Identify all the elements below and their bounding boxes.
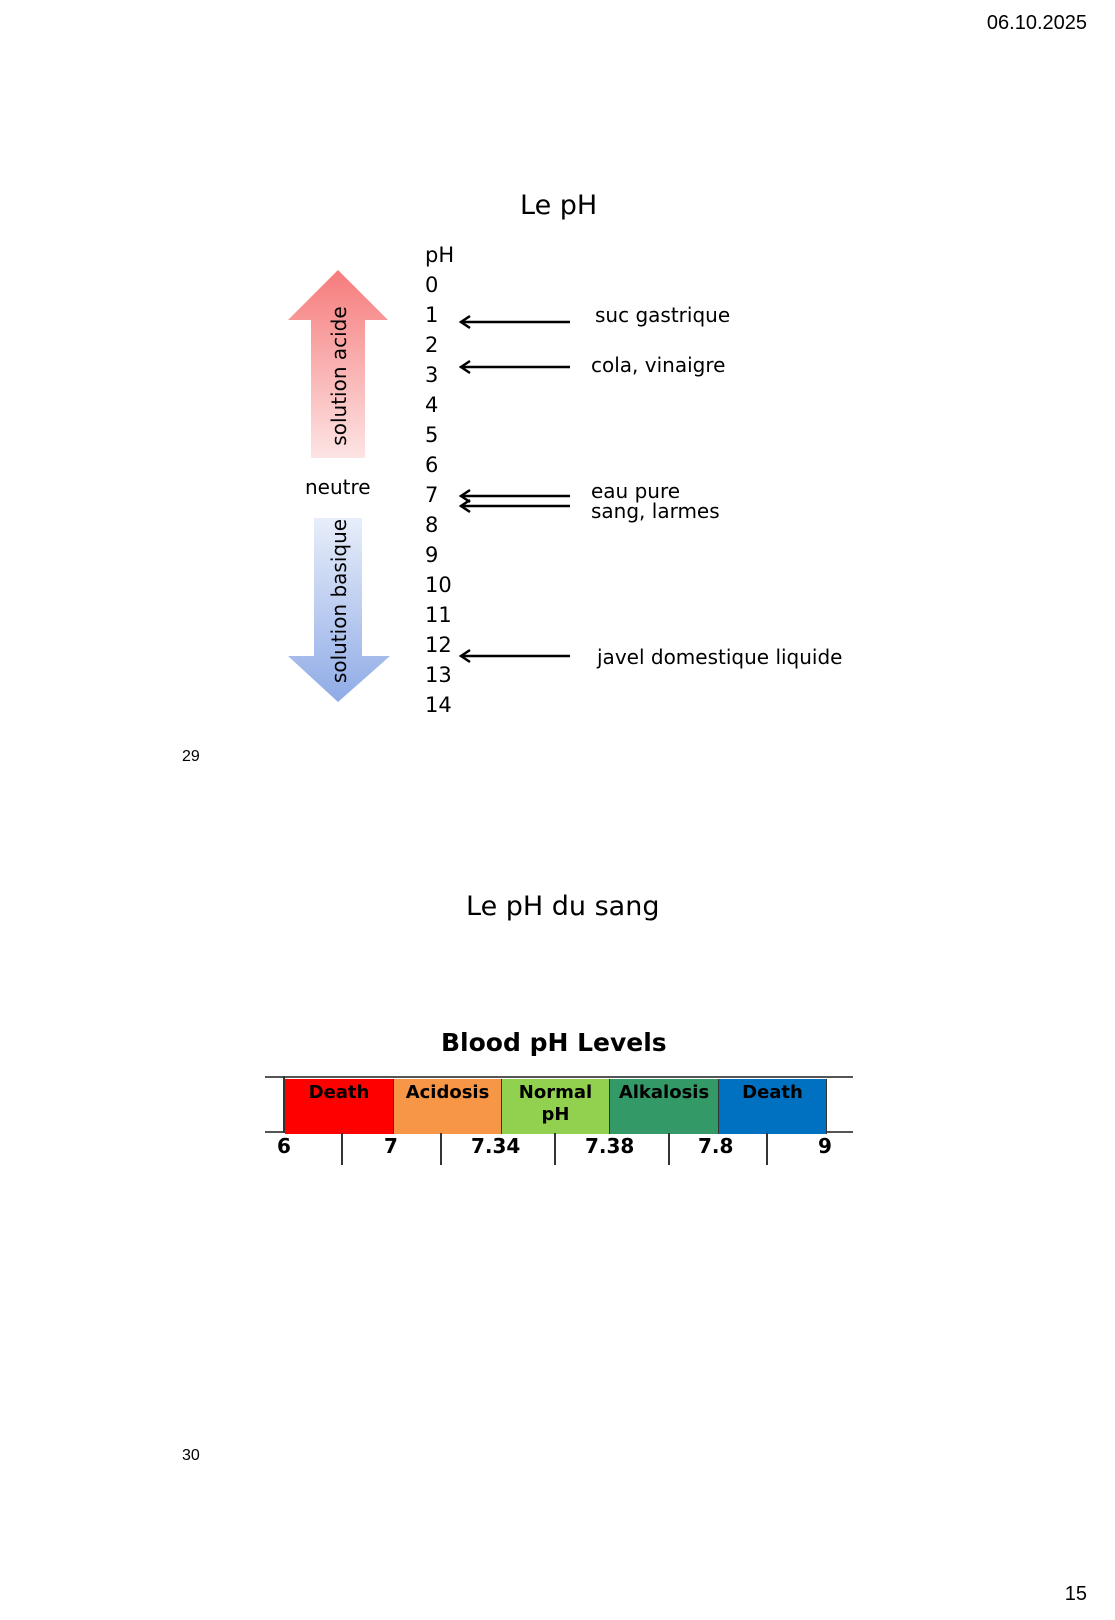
ph-value: 14 — [425, 693, 452, 717]
chart-left-edge — [283, 1076, 285, 1133]
base-arrow-icon — [288, 518, 390, 702]
tick-mark — [341, 1133, 343, 1165]
ph-value: 13 — [425, 663, 452, 687]
tick-mark — [440, 1133, 442, 1165]
ph-value: 2 — [425, 333, 439, 357]
slide-title: Le pH — [520, 190, 598, 221]
annotation-cola-vinaigre: cola, vinaigre — [591, 353, 726, 377]
tick-label: 9 — [818, 1134, 832, 1158]
ph-value: 10 — [425, 573, 452, 597]
pointer-arrows — [458, 314, 570, 664]
tick-label: 7 — [384, 1134, 398, 1158]
arrow-left-icon — [458, 488, 570, 504]
tick-mark — [766, 1133, 768, 1165]
band-alkalosis: Alkalosis — [610, 1079, 719, 1134]
tick-label: 7.34 — [471, 1134, 521, 1158]
annotation-eau-pure: eau pure — [591, 479, 681, 503]
tick-label: 7.38 — [585, 1134, 635, 1158]
slide-title: Le pH du sang — [466, 891, 660, 922]
ph-value: 11 — [425, 603, 452, 627]
arrow-left-icon — [458, 648, 570, 664]
tick-label: 6 — [277, 1134, 291, 1158]
ph-value: 12 — [425, 633, 452, 657]
ph-value: 3 — [425, 363, 439, 387]
ph-value: 9 — [425, 543, 439, 567]
annotation-suc-gastrique: suc gastrique — [595, 303, 731, 327]
band-normal: Normal pH — [502, 1079, 610, 1134]
slide-number: 29 — [182, 748, 200, 765]
arrow-left-icon — [458, 359, 570, 375]
ph-scale-header: pH — [425, 243, 455, 267]
ph-value: 1 — [425, 303, 439, 327]
chart-top-rule — [265, 1076, 853, 1078]
annotation-sang-larmes: sang, larmes — [591, 499, 720, 523]
band-acidosis: Acidosis — [394, 1079, 502, 1134]
ph-value: 6 — [425, 453, 439, 477]
date-header: 06.10.2025 — [986, 12, 1087, 34]
band-death-base: Death — [719, 1079, 827, 1134]
ph-value: 8 — [425, 513, 439, 537]
acid-label: solution acide — [327, 306, 351, 446]
basic-label: solution basique — [327, 518, 351, 684]
ph-value: 4 — [425, 393, 439, 417]
band-death-acid: Death — [285, 1079, 394, 1134]
slide-number: 30 — [182, 1447, 200, 1464]
ph-value: 0 — [425, 273, 439, 297]
chart-title: Blood pH Levels — [441, 1028, 667, 1057]
acid-arrow-icon — [288, 270, 388, 458]
acid-base-arrows — [288, 270, 390, 702]
arrow-left-icon — [458, 314, 570, 330]
neutral-label: neutre — [305, 475, 371, 499]
tick-mark — [668, 1133, 670, 1165]
ph-value: 5 — [425, 423, 439, 447]
annotation-javel: javel domestique liquide — [597, 645, 843, 669]
page-number: 15 — [1064, 1583, 1087, 1605]
ph-value: 7 — [425, 483, 439, 507]
tick-label: 7.8 — [698, 1134, 734, 1158]
arrow-left-icon — [458, 498, 570, 514]
tick-mark — [554, 1133, 556, 1165]
